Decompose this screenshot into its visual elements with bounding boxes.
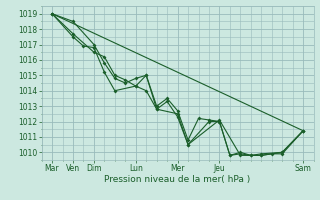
X-axis label: Pression niveau de la mer( hPa ): Pression niveau de la mer( hPa ) bbox=[104, 175, 251, 184]
